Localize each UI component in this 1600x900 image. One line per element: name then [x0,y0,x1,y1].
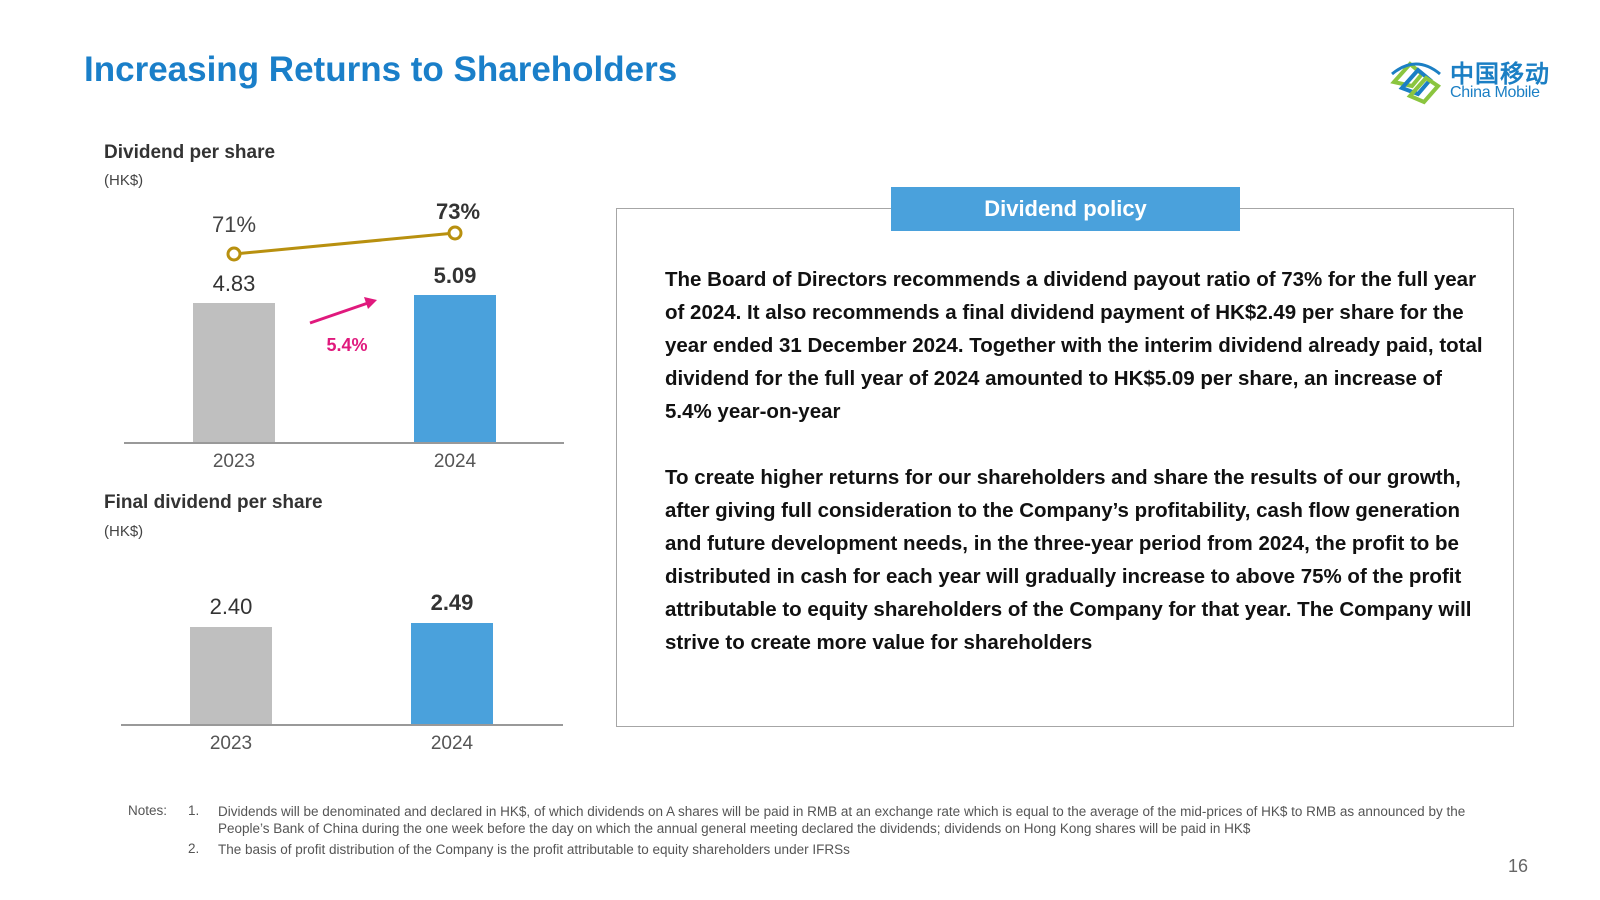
china-mobile-logo-icon [1390,61,1442,105]
dividend-policy-text: The Board of Directors recommends a divi… [665,263,1485,692]
payout-ratio-point-2023 [226,246,242,262]
x-axis [124,442,564,444]
x-tick-label-2023: 2023 [212,451,256,472]
logo-english-text: China Mobile [1450,84,1540,101]
growth-label: 5.4% [326,335,368,355]
bar-value-label-2023: 4.83 [212,270,256,296]
policy-paragraph: The Board of Directors recommends a divi… [665,268,1483,423]
bar-2023 [190,626,272,724]
bar-2024 [414,295,496,442]
bar-value-label-2023: 2.40 [209,593,253,619]
growth-arrow-head-icon [364,297,377,309]
page-title: Increasing Returns to Shareholders [84,50,678,89]
bar-2023 [193,302,275,442]
page-number: 16 [1508,856,1529,876]
growth-arrow-icon [309,301,369,325]
bar-2024 [411,623,493,724]
payout-ratio-segment [233,231,456,256]
bar-value-label-2024: 2.49 [430,590,474,615]
bar-value-label-2024: 5.09 [433,263,477,288]
note-number: 1. [188,803,200,818]
note-number: 2. [188,841,200,856]
dividend-policy-heading: Dividend policy [891,187,1240,231]
notes-label: Notes: [128,803,168,818]
x-axis [121,724,563,726]
payout-ratio-point-2024 [447,225,463,241]
payout-ratio-label-2023: 71% [211,212,257,237]
policy-paragraph: To create higher returns for our shareho… [665,466,1472,654]
x-tick-label-2023: 2023 [209,733,253,754]
x-tick-label-2024: 2024 [433,451,477,472]
chart-title: Dividend per share [104,142,276,163]
china-mobile-logo: 中国移动 China Mobile [1388,52,1558,110]
chart-unit: (HK$) [104,172,144,189]
note-text: The basis of profit distribution of the … [218,842,850,857]
chart-unit: (HK$) [104,523,144,540]
x-tick-label-2024: 2024 [430,733,474,754]
note-text: Dividends will be denominated and declar… [218,804,1466,836]
logo-chinese-text: 中国移动 [1450,61,1550,88]
chart-title: Final dividend per share [104,492,323,513]
payout-ratio-label-2024: 73% [435,199,481,224]
